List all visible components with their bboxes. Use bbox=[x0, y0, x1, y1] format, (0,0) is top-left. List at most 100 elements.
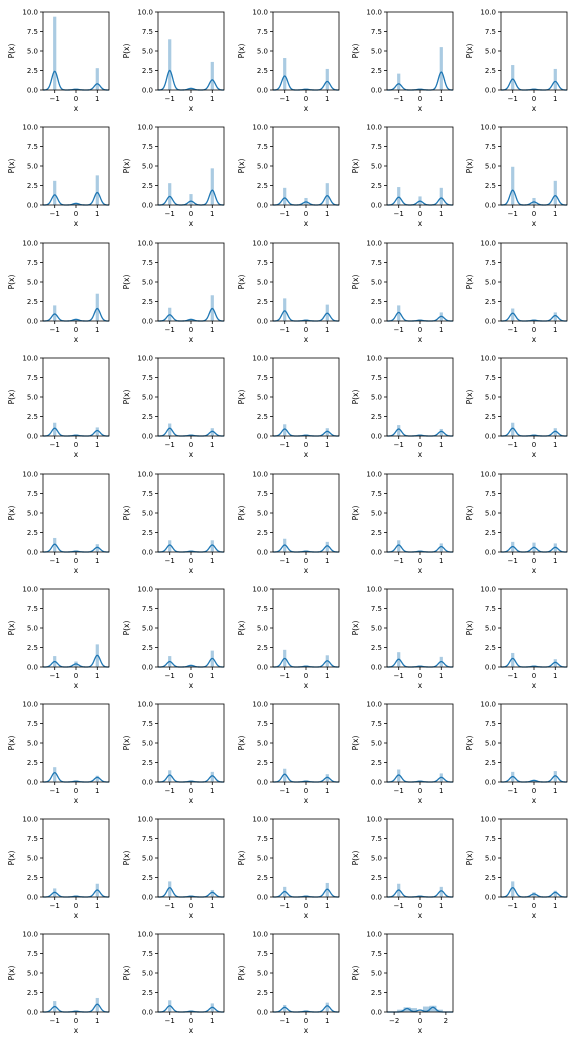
histogram-bar bbox=[532, 892, 536, 897]
kde-line bbox=[386, 196, 454, 206]
histogram-bar bbox=[397, 540, 401, 552]
x-axis-label: x bbox=[418, 104, 423, 113]
x-tick-label: 0 bbox=[304, 557, 308, 565]
x-tick-label: −1 bbox=[165, 95, 175, 103]
y-tick-label: 10.0 bbox=[22, 471, 38, 479]
kde-line bbox=[272, 194, 340, 206]
y-tick-label: 10.0 bbox=[366, 931, 382, 939]
y-tick-label: 2.5 bbox=[142, 644, 153, 652]
y-tick-label: 10.0 bbox=[366, 471, 382, 479]
x-tick-label: 1 bbox=[95, 441, 99, 449]
x-tick-label: 0 bbox=[304, 902, 308, 910]
y-tick-label: 7.5 bbox=[142, 490, 153, 498]
y-axis-label: P(x) bbox=[351, 159, 360, 174]
subplot-19: 0.0 2.5 5.0 7.5 10.0 −1 0 1 x P(x) bbox=[351, 355, 454, 459]
subplot-38: 0.0 2.5 5.0 7.5 10.0 −1 0 1 x P(x) bbox=[237, 816, 340, 920]
x-tick-label: 1 bbox=[439, 95, 443, 103]
kde-line bbox=[386, 889, 454, 898]
histogram-bar bbox=[397, 1009, 405, 1012]
x-tick-label: −1 bbox=[394, 326, 404, 334]
kde-line bbox=[500, 78, 568, 91]
y-tick-label: 2.5 bbox=[257, 989, 268, 997]
y-tick-label: 5.0 bbox=[27, 740, 38, 748]
x-tick-label: 0 bbox=[418, 95, 422, 103]
x-tick-label: 0 bbox=[74, 210, 78, 218]
y-tick-label: 10.0 bbox=[137, 586, 153, 594]
y-tick-label: 7.5 bbox=[257, 835, 268, 843]
y-tick-label: 5.0 bbox=[371, 510, 382, 518]
kde-line bbox=[157, 1005, 225, 1013]
y-tick-label: 7.5 bbox=[257, 605, 268, 613]
x-tick-label: 1 bbox=[553, 441, 557, 449]
subplot-13: 0.0 2.5 5.0 7.5 10.0 −1 0 1 x P(x) bbox=[237, 240, 340, 344]
histogram-bar bbox=[435, 1009, 443, 1012]
y-tick-label: 10.0 bbox=[22, 355, 38, 363]
x-tick-label: −1 bbox=[394, 210, 404, 218]
y-tick-label: 5.0 bbox=[485, 625, 496, 633]
x-axis-label: x bbox=[418, 1026, 423, 1035]
y-tick-label: 2.5 bbox=[27, 67, 38, 75]
y-tick-label: 7.5 bbox=[371, 720, 382, 728]
x-axis-label: x bbox=[418, 681, 423, 690]
y-tick-label: 0.0 bbox=[27, 664, 38, 672]
x-tick-label: 1 bbox=[210, 95, 214, 103]
x-axis-label: x bbox=[304, 104, 309, 113]
histogram-bar bbox=[410, 1008, 418, 1012]
y-tick-label: 5.0 bbox=[257, 163, 268, 171]
y-tick-label: 0.0 bbox=[371, 549, 382, 557]
y-tick-label: 2.5 bbox=[371, 413, 382, 421]
histogram-bar bbox=[511, 166, 515, 205]
kde-line bbox=[272, 1005, 340, 1013]
x-axis-label: x bbox=[74, 1026, 79, 1035]
subplot-36: 0.0 2.5 5.0 7.5 10.0 −1 0 1 x P(x) bbox=[7, 816, 110, 920]
x-axis-label: x bbox=[304, 1026, 309, 1035]
x-tick-label: −1 bbox=[508, 441, 518, 449]
y-tick-label: 2.5 bbox=[257, 874, 268, 882]
histogram-bar bbox=[53, 16, 57, 90]
histogram-bar bbox=[511, 881, 515, 897]
x-axis-label: x bbox=[189, 219, 194, 228]
axes-frame bbox=[272, 357, 340, 437]
kde-line bbox=[500, 545, 568, 553]
y-tick-label: 0.0 bbox=[257, 1009, 268, 1017]
subplot-9: 0.0 2.5 5.0 7.5 10.0 −1 0 1 x P(x) bbox=[351, 124, 454, 228]
x-tick-label: 1 bbox=[95, 902, 99, 910]
y-tick-label: 7.5 bbox=[27, 259, 38, 267]
y-tick-label: 2.5 bbox=[485, 644, 496, 652]
x-tick-label: 0 bbox=[304, 787, 308, 795]
y-tick-label: 10.0 bbox=[480, 240, 496, 248]
y-axis-label: P(x) bbox=[122, 390, 131, 405]
y-tick-label: 2.5 bbox=[27, 989, 38, 997]
y-tick-label: 2.5 bbox=[142, 67, 153, 75]
x-tick-label: 1 bbox=[210, 441, 214, 449]
axes-frame bbox=[386, 242, 454, 322]
y-tick-label: 0.0 bbox=[371, 433, 382, 441]
histogram-bar bbox=[397, 425, 401, 436]
y-tick-label: 10.0 bbox=[252, 355, 268, 363]
x-tick-label: 1 bbox=[553, 557, 557, 565]
y-tick-label: 0.0 bbox=[485, 894, 496, 902]
x-tick-label: 1 bbox=[210, 210, 214, 218]
x-axis-label: x bbox=[532, 911, 537, 920]
subplot-16: 0.0 2.5 5.0 7.5 10.0 −1 0 1 x P(x) bbox=[7, 355, 110, 459]
y-axis-label: P(x) bbox=[237, 159, 246, 174]
subplot-34: 0.0 2.5 5.0 7.5 10.0 −1 0 1 x P(x) bbox=[351, 701, 454, 805]
kde-line bbox=[500, 775, 568, 783]
kde-line bbox=[157, 774, 225, 783]
y-tick-label: 10.0 bbox=[366, 355, 382, 363]
y-axis-label: P(x) bbox=[122, 966, 131, 981]
y-tick-label: 10.0 bbox=[137, 931, 153, 939]
x-tick-label: 0 bbox=[532, 557, 536, 565]
histogram-bar bbox=[553, 771, 557, 782]
x-tick-label: −1 bbox=[508, 326, 518, 334]
kde-line bbox=[500, 312, 568, 322]
histogram-bar bbox=[168, 183, 172, 205]
x-axis-label: x bbox=[189, 335, 194, 344]
x-axis-label: x bbox=[418, 796, 423, 805]
y-tick-label: 2.5 bbox=[27, 529, 38, 537]
y-tick-label: 2.5 bbox=[371, 874, 382, 882]
histogram-bar bbox=[210, 168, 214, 205]
histogram-bar bbox=[511, 65, 515, 90]
histogram-bar bbox=[283, 298, 287, 321]
histogram-bar bbox=[168, 39, 172, 90]
